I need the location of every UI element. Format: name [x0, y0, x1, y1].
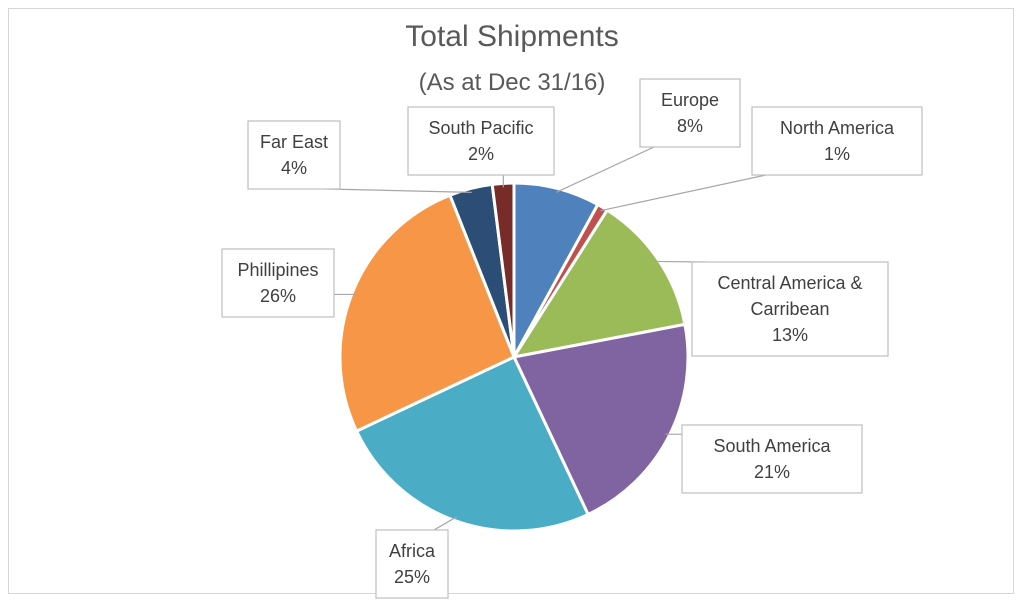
- data-label-box: [375, 529, 449, 599]
- data-label-6: Far East 4%: [247, 120, 341, 190]
- leader-line-4: [433, 516, 457, 531]
- data-label-5: Phillipines 26%: [221, 248, 335, 318]
- data-label-value: 2%: [468, 144, 494, 164]
- data-label-7: South Pacific 2%: [407, 106, 555, 176]
- chart-subtitle: (As at Dec 31/16): [419, 69, 606, 96]
- data-label-category: South Pacific: [428, 118, 533, 138]
- data-labels: Europe 8% North America 1% Central America &…: [221, 78, 923, 599]
- data-label-category: Carribean: [750, 299, 829, 319]
- data-label-box: [407, 106, 555, 176]
- data-label-4: Africa 25%: [375, 529, 449, 599]
- data-label-value: 4%: [281, 158, 307, 178]
- data-label-value: 8%: [677, 116, 703, 136]
- data-label-category: Europe: [661, 90, 719, 110]
- leader-line-0: [556, 146, 655, 193]
- pie-slice-2: [510, 208, 687, 360]
- data-label-category: North America: [780, 118, 895, 138]
- pie-slice-3: [511, 322, 690, 517]
- data-label-value: 1%: [824, 144, 850, 164]
- data-label-value: 21%: [754, 462, 790, 482]
- leader-lines: [325, 146, 767, 531]
- data-label-value: 13%: [772, 325, 808, 345]
- data-label-1: North America 1%: [751, 106, 923, 176]
- data-label-3: South America 21%: [681, 424, 863, 494]
- data-label-box: [691, 261, 889, 357]
- data-label-value: 25%: [394, 567, 430, 587]
- data-label-box: [681, 424, 863, 494]
- data-label-box: [247, 120, 341, 190]
- leader-line-1: [600, 174, 767, 212]
- data-label-0: Europe 8%: [639, 78, 741, 148]
- pie-slice-5: [338, 193, 516, 434]
- leader-line-6: [325, 188, 472, 193]
- data-label-box: [221, 248, 335, 318]
- chart-title: Total Shipments: [405, 20, 618, 53]
- pie-slices: [338, 181, 690, 533]
- data-label-category: Africa: [389, 541, 436, 561]
- data-label-2: Central America & Carribean 13%: [691, 261, 889, 357]
- data-label-category: Central America &: [717, 273, 862, 293]
- data-label-category: Far East: [260, 132, 328, 152]
- data-label-category: Phillipines: [237, 260, 318, 280]
- data-label-box: [639, 78, 741, 148]
- pie-slice-4: [354, 355, 591, 533]
- data-label-category: South America: [713, 436, 831, 456]
- data-label-box: [751, 106, 923, 176]
- data-label-value: 26%: [260, 286, 296, 306]
